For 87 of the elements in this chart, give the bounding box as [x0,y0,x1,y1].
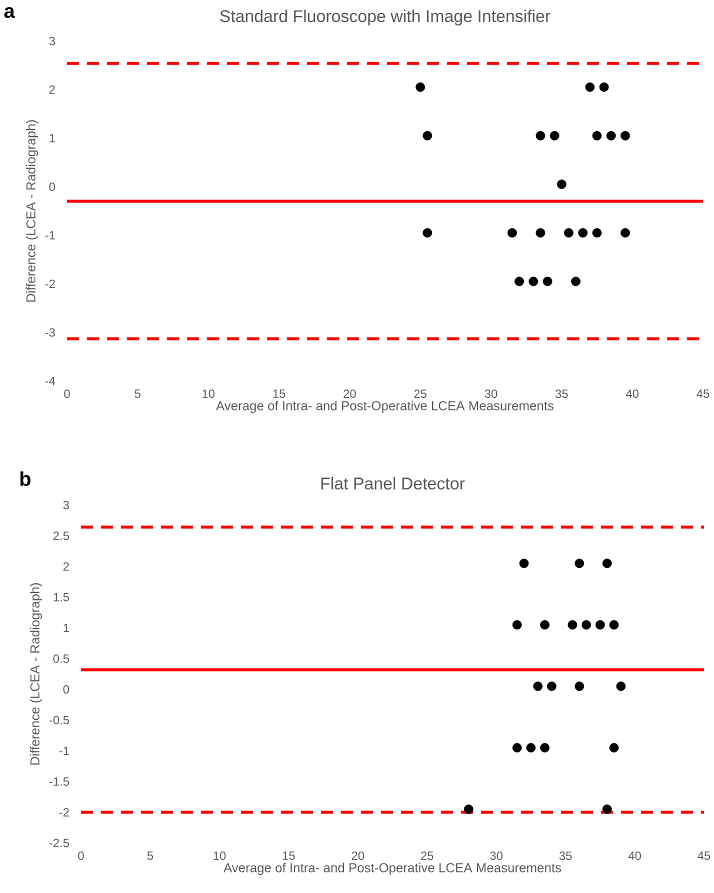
point [568,620,578,630]
y-tick-label: -4 [45,376,56,386]
point [616,682,626,691]
x-tick-label: 25 [414,390,426,398]
point [528,276,538,286]
y-tick-label: 3 [49,36,55,46]
x-tick-label: 35 [555,390,568,398]
x-tick-label: 15 [273,390,286,398]
point [595,620,605,630]
point [416,82,426,92]
x-tick-label: 40 [626,390,639,398]
point [512,743,522,752]
point [606,131,616,140]
point [609,743,619,752]
point [464,804,474,814]
y-tick-label: 1 [50,134,55,142]
y-tick-label: 0 [63,685,70,694]
x-axis-title: Average of Intra- and Post-Operative LCEA Measurements [216,400,554,413]
point [620,131,630,140]
y-tick-label: -1 [59,746,69,755]
x-tick-label: 5 [147,852,154,860]
point [536,131,546,140]
point [556,180,566,189]
chart-title: Flat Panel Detector [321,477,465,490]
point [542,276,552,286]
text: a [4,7,15,18]
y-tick-label: 2 [63,562,69,571]
y-tick-label: -2.5 [49,838,69,848]
x-tick-label: 15 [282,852,295,860]
point [422,228,432,238]
y-tick-label: -2 [45,280,55,288]
x-tick-label: 45 [698,852,710,860]
point [602,558,612,568]
text: b [20,471,30,486]
y-tick-label: 0.5 [53,654,69,663]
y-tick-label: -0.5 [49,716,69,724]
x-tick-label: 30 [490,852,503,860]
x-tick-label: 20 [344,390,356,398]
y-tick-label: -3 [45,328,55,337]
x-tick-label: 30 [484,390,498,398]
point [599,82,609,92]
point [550,131,560,140]
point [540,620,550,630]
x-tick-label: 20 [352,852,364,860]
point [592,131,602,140]
x-tick-label: 25 [421,852,434,860]
x-tick-label: 40 [628,852,641,860]
y-tick-label: -1 [45,231,55,240]
y-tick-label: 1.5 [54,593,69,602]
point [547,682,556,691]
point [508,228,517,238]
point [592,228,602,238]
point [514,276,524,286]
y-tick-label: 2.5 [53,531,69,540]
y-tick-label: 0 [49,182,56,191]
y-axis-title: Difference (LCEA - Radiograph) [26,120,38,302]
y-tick-label: -1.5 [49,777,69,786]
point [526,743,536,752]
y-tick-label: 3 [63,500,69,510]
point [571,276,581,286]
point [536,228,546,238]
x-tick-label: 10 [202,390,215,398]
y-tick-label: -2 [59,808,69,816]
x-tick-label: 35 [559,852,572,860]
point [533,682,543,691]
point [540,743,550,752]
y-tick-label: 1 [64,624,69,632]
point [574,682,584,691]
point [519,558,529,568]
y-axis-title: Difference (LCEA - Radiograph) [30,583,42,765]
point [422,131,432,140]
point [585,82,595,92]
point [512,620,522,630]
x-axis-title: Average of Intra- and Post-Operative LCEA Measurements [223,862,562,875]
chart-title: Standard Fluoroscope with Image Intensifier [220,10,550,26]
point [602,804,612,814]
x-tick-label: 10 [214,852,226,860]
x-tick-label: 0 [78,852,84,860]
y-tick-label: 2 [49,85,55,94]
x-tick-label: 5 [134,390,140,398]
point [609,620,619,630]
point [564,228,574,238]
x-tick-label: 45 [696,390,710,398]
point [582,620,592,630]
point [620,228,630,238]
point [574,558,584,568]
point [578,228,588,238]
